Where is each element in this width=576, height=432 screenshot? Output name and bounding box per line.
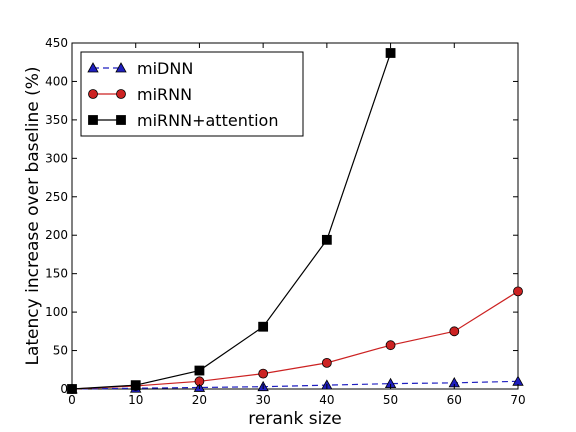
legend-entry: miRNN — [88, 85, 192, 104]
legend-marker — [116, 115, 126, 125]
data-point — [258, 368, 269, 379]
data-point — [321, 357, 332, 368]
legend-entry: miRNN+attention — [88, 111, 278, 130]
x-tick-label: 50 — [383, 393, 398, 407]
y-tick-label: 400 — [45, 74, 68, 88]
x-tick-label: 10 — [128, 393, 143, 407]
series-line — [71, 380, 519, 390]
series-layer — [66, 48, 524, 394]
series-line — [71, 290, 519, 390]
y-tick-label: 450 — [45, 36, 68, 50]
y-tick-label: 200 — [45, 228, 68, 242]
x-tick-label: 70 — [510, 393, 525, 407]
plot-frame — [71, 42, 519, 390]
x-tick-label: 40 — [319, 393, 334, 407]
data-point — [385, 48, 396, 58]
legend-label: miRNN — [137, 85, 192, 104]
data-point — [258, 321, 269, 332]
y-tick-label: 300 — [45, 151, 68, 165]
legend: miDNN miRNN miRNN+attention — [80, 51, 304, 137]
data-point — [513, 286, 523, 297]
x-tick-label: 20 — [192, 393, 207, 407]
data-point — [385, 340, 396, 351]
y-axis-title: Latency increase over baseline (%) — [23, 67, 43, 366]
y-tick-label: 0 — [60, 382, 68, 396]
legend-entry: miDNN — [87, 59, 193, 78]
legend-marker — [88, 89, 98, 99]
series-line — [71, 52, 392, 390]
legend-marker — [115, 62, 127, 73]
y-tick-label: 50 — [53, 344, 68, 358]
x-tick-label: 0 — [68, 393, 76, 407]
x-tick-label: 60 — [447, 393, 462, 407]
x-axis: 0 10 20 30 40 50 60 70 — [68, 43, 526, 407]
y-tick-label: 250 — [45, 190, 68, 204]
y-tick-label: 100 — [45, 305, 68, 319]
legend-marker — [87, 62, 99, 73]
plot-area — [71, 42, 519, 390]
legend-label: miDNN — [137, 59, 193, 78]
legend-marker — [88, 115, 98, 125]
legend-label: miRNN+attention — [137, 111, 278, 130]
data-point — [449, 326, 460, 337]
y-tick-label: 350 — [45, 113, 68, 127]
x-tick-label: 30 — [256, 393, 271, 407]
data-point — [321, 234, 332, 245]
y-tick-label: 150 — [45, 267, 68, 281]
x-axis-title: rerank size — [248, 409, 341, 429]
legend-marker — [116, 89, 126, 99]
y-axis: 0 50 100 150 200 250 300 350 400 450 — [45, 36, 518, 396]
data-point — [194, 365, 205, 376]
